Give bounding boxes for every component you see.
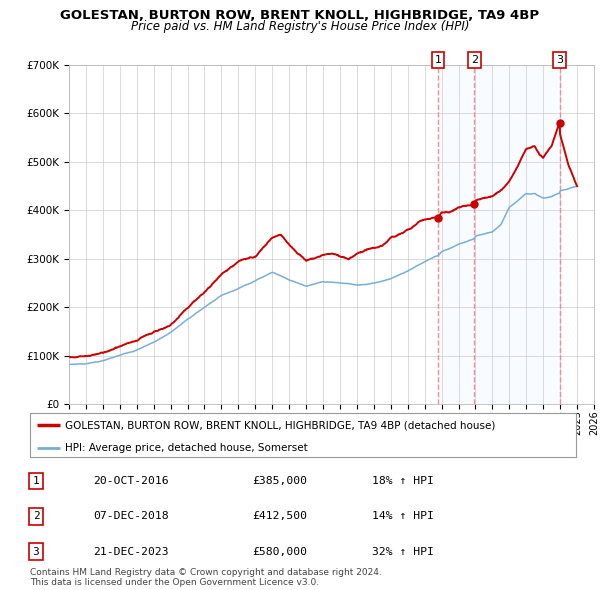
Text: 18% ↑ HPI: 18% ↑ HPI [372, 476, 434, 486]
Text: 21-DEC-2023: 21-DEC-2023 [93, 547, 169, 556]
Text: 20-OCT-2016: 20-OCT-2016 [93, 476, 169, 486]
Text: 1: 1 [32, 476, 40, 486]
Text: Price paid vs. HM Land Registry's House Price Index (HPI): Price paid vs. HM Land Registry's House … [131, 20, 469, 33]
Text: £580,000: £580,000 [252, 547, 307, 556]
Text: HPI: Average price, detached house, Somerset: HPI: Average price, detached house, Some… [65, 442, 308, 453]
Text: 3: 3 [556, 55, 563, 65]
Text: £412,500: £412,500 [252, 512, 307, 521]
Text: 14% ↑ HPI: 14% ↑ HPI [372, 512, 434, 521]
Bar [438, 65, 560, 404]
Text: Contains HM Land Registry data © Crown copyright and database right 2024.
This d: Contains HM Land Registry data © Crown c… [30, 568, 382, 587]
Text: GOLESTAN, BURTON ROW, BRENT KNOLL, HIGHBRIDGE, TA9 4BP (detached house): GOLESTAN, BURTON ROW, BRENT KNOLL, HIGHB… [65, 421, 496, 430]
Text: 32% ↑ HPI: 32% ↑ HPI [372, 547, 434, 556]
Text: 3: 3 [32, 547, 40, 556]
Text: 1: 1 [434, 55, 442, 65]
Text: 2: 2 [471, 55, 478, 65]
Text: 2: 2 [32, 512, 40, 521]
Text: £385,000: £385,000 [252, 476, 307, 486]
Text: GOLESTAN, BURTON ROW, BRENT KNOLL, HIGHBRIDGE, TA9 4BP: GOLESTAN, BURTON ROW, BRENT KNOLL, HIGHB… [61, 9, 539, 22]
Text: 07-DEC-2018: 07-DEC-2018 [93, 512, 169, 521]
